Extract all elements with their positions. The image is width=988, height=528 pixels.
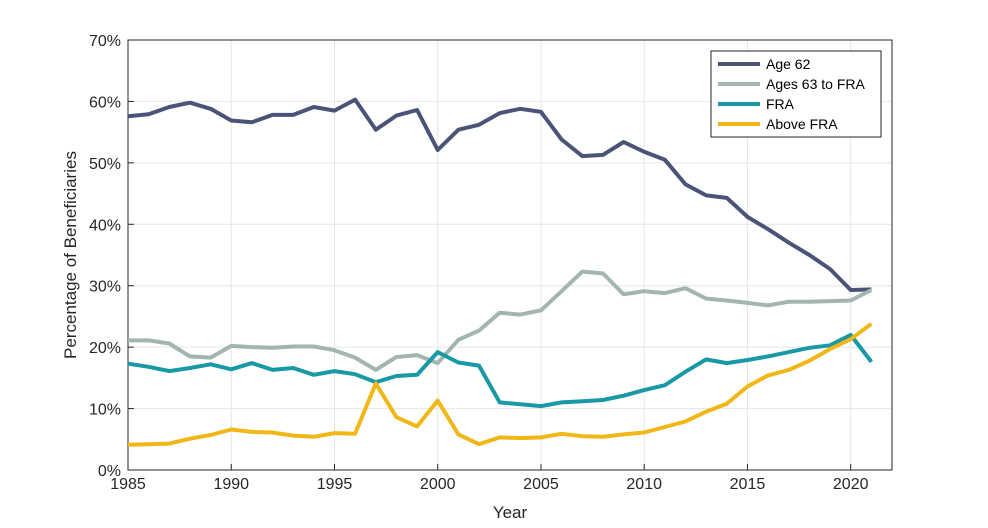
y-tick-label: 70% (89, 33, 121, 50)
x-tick-label: 2000 (420, 476, 456, 493)
legend: Age 62 Ages 63 to FRA FRA Above FRA (710, 50, 882, 138)
y-tick-label: 0% (98, 463, 121, 480)
x-tick-label: 1990 (213, 476, 249, 493)
legend-label-ages-63-to-fra: Ages 63 to FRA (766, 76, 865, 92)
legend-label-fra: FRA (766, 96, 795, 112)
y-tick-label: 20% (89, 340, 121, 357)
x-tick-label: 2005 (523, 476, 559, 493)
legend-label-above-fra: Above FRA (766, 116, 838, 132)
x-axis-title: Year (493, 503, 528, 522)
y-tick-label: 60% (89, 94, 121, 111)
y-tick-label: 50% (89, 156, 121, 173)
legend-label-age-62: Age 62 (766, 56, 811, 72)
plot-area-box (127, 39, 893, 471)
series-layer (127, 97, 873, 447)
series-line-above-fra (127, 322, 873, 447)
x-tick-label: 2015 (730, 476, 766, 493)
axis-ticks (127, 39, 852, 471)
y-tick-labels: 0% 10% 20% 30% 40% 50% 60% 70% (89, 33, 121, 480)
x-tick-label: 1995 (317, 476, 353, 493)
series-line-ages-63-to-fra (128, 269, 873, 372)
y-tick-label: 30% (89, 279, 121, 296)
x-tick-label: 2020 (833, 476, 869, 493)
x-tick-label: 2010 (626, 476, 662, 493)
series-line-fra (127, 332, 873, 409)
y-axis-title: Percentage of Beneficiaries (61, 151, 80, 359)
x-tick-labels: 1985 1990 1995 2000 2005 2010 2015 2020 (110, 476, 868, 493)
y-tick-label: 10% (89, 402, 121, 419)
x-tick-label: 1985 (110, 476, 146, 493)
series-line-age-62 (127, 97, 872, 292)
y-tick-label: 40% (89, 217, 121, 234)
